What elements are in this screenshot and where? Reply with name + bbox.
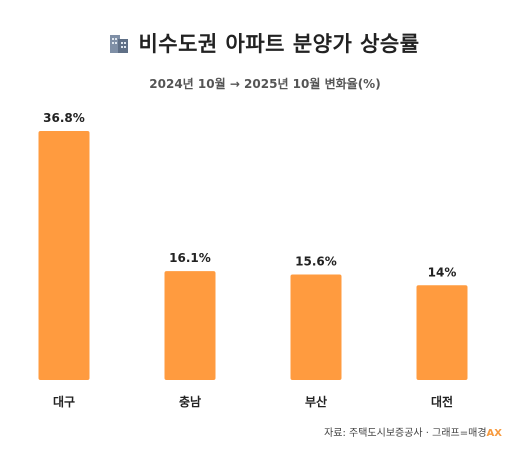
- source-text: 자료: 주택도시보증공사 · 그래프=매경: [324, 428, 487, 439]
- bar-3: [416, 285, 468, 380]
- category-label-3: 대전: [431, 394, 453, 409]
- bar-1: [164, 271, 216, 380]
- category-label-2: 부산: [305, 394, 327, 409]
- building-icon: [110, 33, 129, 53]
- source-brand: AX: [486, 428, 502, 439]
- value-label-1: 16.1%: [169, 251, 211, 265]
- category-label-1: 충남: [179, 394, 201, 409]
- value-label-3: 14%: [428, 265, 457, 279]
- value-label-0: 36.8%: [43, 111, 85, 125]
- title-row: 비수도권 아파트 분양가 상승률: [0, 28, 530, 58]
- category-label-0: 대구: [53, 395, 75, 409]
- bar-2: [290, 274, 342, 380]
- source-note: 자료: 주택도시보증공사 · 그래프=매경AX: [324, 424, 502, 439]
- bar-0: [38, 131, 90, 380]
- chart-subtitle: 2024년 10월 → 2025년 10월 변화율(%): [149, 77, 381, 91]
- value-label-2: 15.6%: [295, 254, 337, 268]
- chart-title: 비수도권 아파트 분양가 상승률: [138, 32, 420, 56]
